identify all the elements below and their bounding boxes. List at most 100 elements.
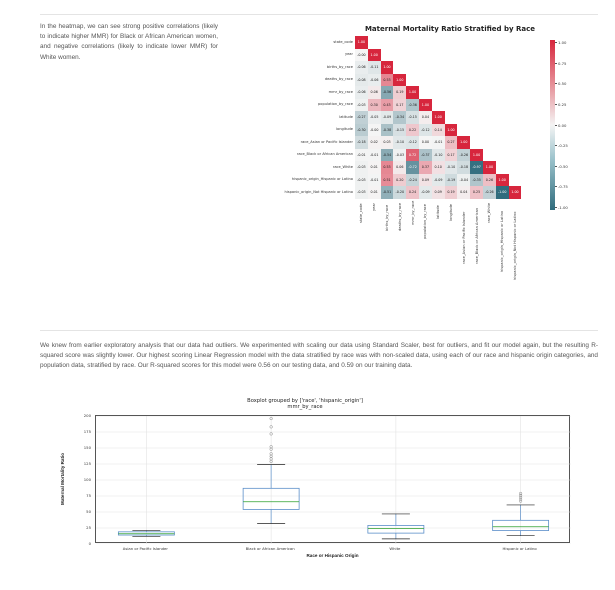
boxplot-box [367, 525, 425, 534]
heatmap-cell: -0.09 [419, 186, 432, 199]
heatmap-col-label: mmr_by_race [410, 200, 415, 226]
colorbar-tick: -0.75 [555, 184, 568, 190]
heatmap-row-label: race_Black or African American [296, 152, 353, 157]
heatmap-cell: 0.10 [431, 161, 445, 174]
heatmap-cell: -0.01 [367, 148, 381, 161]
heatmap-row-label: race_White [332, 164, 353, 169]
heatmap-cell: 1.00 [380, 61, 394, 74]
colorbar-tick: 0.25 [554, 101, 567, 107]
colorbar-tick: 0.50 [554, 81, 567, 87]
heatmap-cell: -0.30 [355, 123, 368, 136]
heatmap-cell: 0.19 [444, 186, 458, 199]
heatmap-cell: -0.11 [367, 61, 381, 74]
heatmap-cell: -0.05 [367, 111, 381, 124]
heatmap-colorbar [550, 40, 555, 210]
boxplot-xtick-label: White [389, 546, 401, 551]
heatmap-col-label: deaths_by_race [397, 203, 402, 232]
heatmap-cell: -0.00 [355, 48, 368, 61]
heatmap-cell: 0.01 [367, 161, 381, 174]
colorbar-tick: -1.00 [555, 205, 568, 210]
boxplot-box [242, 487, 300, 510]
colorbar-tick: 0.75 [554, 60, 567, 66]
heatmap-col-label: hispanic_origin_Hispanic or Latino [500, 211, 505, 273]
heatmap-cell: 0.25 [470, 186, 483, 199]
heatmap-col-label: latitude [436, 205, 441, 219]
boxplot-ytick-label: 150 [83, 444, 91, 450]
heatmap-cell: -0.18 [355, 136, 368, 149]
heatmap-cell: 1.00 [393, 73, 407, 86]
heatmap-cell: -0.56 [380, 86, 394, 99]
boxplot-subtitle: mmr_by_race [287, 404, 323, 410]
heatmap-cell: -0.03 [355, 98, 368, 111]
heatmap-cell: -0.04 [457, 173, 471, 186]
heatmap-row-label: births_by_race [326, 64, 353, 69]
boxplot-outlier [519, 495, 523, 499]
boxplot-outlier [269, 432, 273, 436]
heatmap-cell: -0.08 [355, 73, 368, 86]
heatmap-cell: -0.09 [431, 173, 445, 186]
heatmap-col-label: births_by_race [385, 205, 389, 232]
heatmap-cell: -0.97 [470, 161, 483, 174]
boxplot-ytick-label: 75 [86, 492, 91, 498]
heatmap-cell: -0.24 [406, 173, 419, 186]
heatmap-cell: 0.04 [457, 186, 471, 199]
heatmap-cell: -0.10 [393, 136, 407, 149]
heatmap-cell: 1.00 [495, 173, 509, 186]
heatmap-cell: 0.37 [419, 161, 432, 174]
heatmap-cell: 1.00 [406, 86, 419, 99]
boxplot-outlier [269, 445, 273, 449]
heatmap-cell: 0.17 [444, 148, 458, 161]
heatmap-cell: 0.26 [483, 173, 496, 186]
colorbar-tick: 1.00 [554, 40, 567, 45]
heatmap-cell: -0.00 [367, 123, 381, 136]
heatmap-cell: 1.00 [457, 136, 471, 149]
heatmap-cell: 0.24 [406, 186, 419, 199]
heatmap-cell: -0.26 [457, 148, 471, 161]
heatmap-row-label: latitude [339, 114, 353, 119]
boxplot-xtick-label: Hispanic or Latino [502, 546, 537, 551]
heatmap-cell: -0.54 [380, 148, 394, 161]
heatmap-cell: -0.15 [406, 111, 419, 124]
heatmap-row-label: longitude [336, 127, 353, 132]
colorbar-tick: -0.25 [555, 143, 568, 149]
heatmap-cell: -0.20 [393, 186, 407, 199]
heatmap-cell: -0.01 [355, 148, 368, 161]
heatmap-row-label: mmr_by_race [328, 89, 353, 94]
heatmap-cell: 0.06 [393, 161, 407, 174]
heatmap-cell: -0.36 [406, 98, 419, 111]
heatmap-cell: -0.10 [444, 161, 458, 174]
heatmap-cell: 1.00 [444, 123, 458, 136]
heatmap-cell: -0.27 [355, 111, 368, 124]
heatmap-cell: 0.02 [367, 136, 381, 149]
boxplot-xtick-label: Black or African American [245, 546, 295, 551]
heatmap-col-label: race_White [487, 202, 492, 223]
boxplot-outlier [519, 493, 523, 497]
heatmap-row-label: hispanic_origin_Hispanic or Latino [291, 177, 353, 182]
boxplot-ytick-label: 125 [83, 460, 91, 466]
boxplot-outlier [269, 425, 273, 429]
heatmap-row-label: year [344, 52, 353, 57]
heatmap-cell: 0.09 [431, 186, 445, 199]
heatmap-cell: 0.14 [431, 123, 445, 136]
heatmap-cell: 1.00 [367, 48, 381, 61]
heatmap-cell: 0.53 [380, 161, 394, 174]
heatmap-cell: 0.51 [380, 173, 394, 186]
heatmap-cell: 0.09 [419, 173, 432, 186]
heatmap-cell: -0.03 [355, 161, 368, 174]
heatmap-cell: 0.17 [393, 98, 407, 111]
heatmap-row-label: population_by_race [318, 102, 353, 107]
heatmap-cell: -0.03 [355, 173, 368, 186]
heatmap-cell: -0.09 [380, 111, 394, 124]
boxplot-ytick-label: 0 [88, 540, 91, 546]
heatmap-cell: 0.27 [444, 136, 458, 149]
boxplot-frame [95, 415, 571, 544]
heatmap-cell: 0.53 [380, 73, 394, 86]
boxplot-box [492, 519, 550, 531]
heatmap-cell: -0.37 [419, 148, 432, 161]
heatmap-cell: -0.06 [355, 61, 368, 74]
heatmap-cell: 1.00 [483, 161, 496, 174]
heatmap-col-label: longitude [449, 204, 453, 221]
heatmap-cell: 1.00 [470, 148, 483, 161]
boxplot-ytick-label: 25 [86, 524, 91, 530]
heatmap-cell: -0.26 [483, 186, 496, 199]
